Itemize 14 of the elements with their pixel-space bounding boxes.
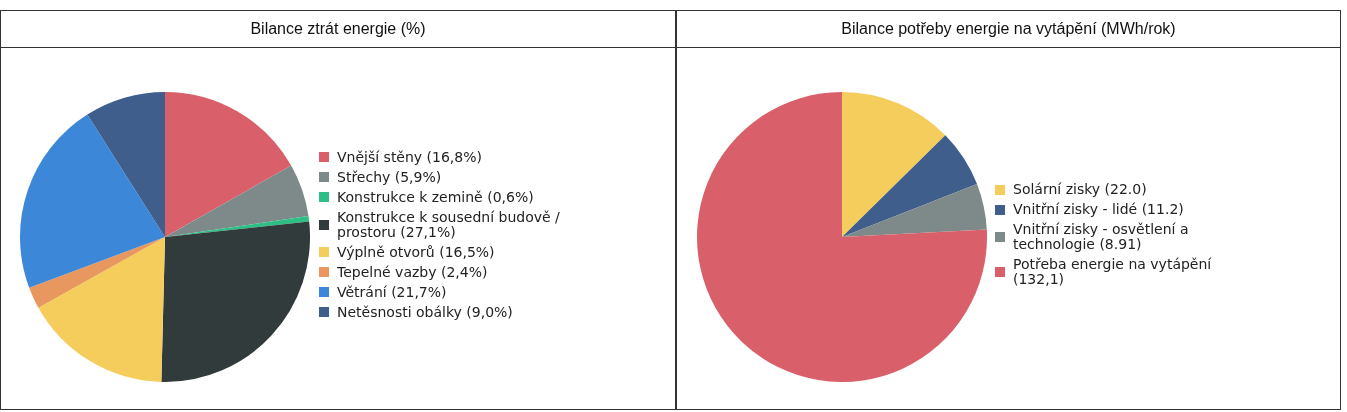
legend-label: Konstrukce k sousední budově / prostoru (27,1%) — [337, 208, 561, 240]
legend-label: Konstrukce k zemině (0,6%) — [337, 188, 534, 205]
legend-label: Netěsnosti obálky (9,0%) — [337, 303, 513, 320]
legend-label: Vnitřní zisky - osvětlení a technologie (8.91) — [1013, 221, 1190, 252]
legend-label: Solární zisky (22.0) — [1013, 181, 1147, 197]
legend-label: Výplně otvorů (16,5%) — [337, 243, 495, 260]
legend-label: Střechy (5,9%) — [337, 168, 442, 185]
chart-title: Bilance potřeby energie na vytápění (MWh/rok) — [677, 11, 1340, 48]
legend-label: Tepelné vazby (2,4%) — [337, 263, 488, 280]
legend-label: Větrání (21,7%) — [337, 283, 447, 300]
legend-label: Potřeba energie na vytápění (132,1) — [1013, 256, 1213, 287]
legend-label: Vnitřní zisky - lidé (11.2) — [1013, 201, 1184, 217]
chart-title: Bilance ztrát energie (%) — [1, 11, 675, 48]
legend-label: Vnější stěny (16,8%) — [337, 148, 482, 165]
